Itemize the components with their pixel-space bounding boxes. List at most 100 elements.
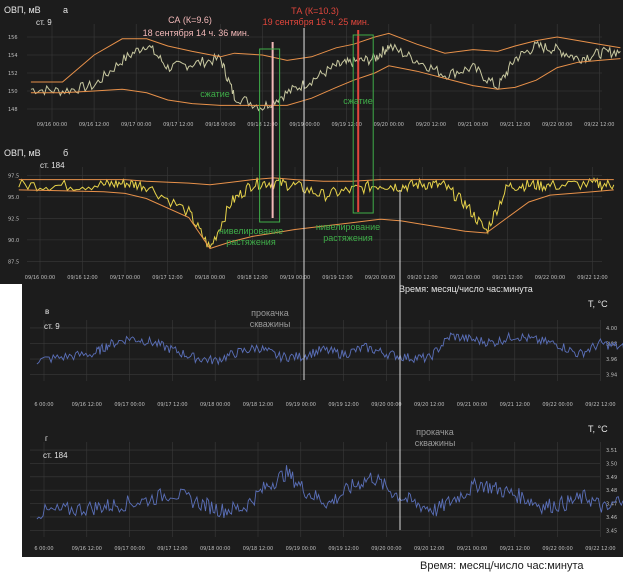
x-tick-label: 09/19 00:00 — [289, 122, 319, 128]
annotation-compression-2: сжатие — [343, 96, 373, 106]
panel-b-ylabel: ОВП, мВ — [4, 148, 41, 158]
x-tick-label: 09/17 00:00 — [114, 402, 144, 408]
panel-d-letter: г — [45, 434, 48, 443]
x-tick-label: 09/16 12:00 — [72, 546, 102, 552]
x-tick-label: 09/18 12:00 — [237, 275, 267, 281]
plots-layer: 156 154 152 150 148 09/16 00:00 09/16 12:00 09/… — [8, 24, 623, 552]
series-line — [30, 32, 621, 83]
y-tick-label: 156 — [8, 35, 18, 41]
x-tick-label: 09/21 00:00 — [457, 402, 487, 408]
x-tick-label: 09/17 00:00 — [110, 275, 140, 281]
x-tick-label: 09/19 12:00 — [328, 402, 358, 408]
panel-b-xlabel: Время: месяц/число час:минута — [399, 284, 533, 294]
series-line — [18, 177, 614, 186]
x-tick-label: 09/21 12:00 — [500, 122, 530, 128]
x-tick-label: 09/17 00:00 — [114, 546, 144, 552]
panel-a-ylabel: ОВП, мВ — [4, 5, 41, 15]
y-tick-label: 97.5 — [8, 173, 19, 179]
panel-d-background — [22, 427, 623, 557]
x-tick-label: 09/21 12:00 — [500, 546, 530, 552]
x-tick-label: 09/21 00:00 — [457, 546, 487, 552]
x-tick-label: 09/22 00:00 — [542, 546, 572, 552]
x-tick-label: 09/22 12:00 — [584, 122, 614, 128]
x-tick-label: 09/18 00:00 — [195, 275, 225, 281]
panel-c-ylabel: Т, °С — [588, 299, 608, 309]
x-tick-label: 09/18 00:00 — [200, 546, 230, 552]
y-tick-label: 3.51 — [606, 448, 617, 454]
y-tick-label: 87.5 — [8, 259, 19, 265]
x-tick-label: 09/17 12:00 — [163, 122, 193, 128]
annotation-pumping-2-line2: скважины — [415, 438, 456, 448]
x-tick-label: 09/20 12:00 — [416, 122, 446, 128]
x-tick-label: 09/20 12:00 — [407, 275, 437, 281]
annotation-pumping-1-line2: скважины — [250, 319, 291, 329]
panel-c-station: ст. 9 — [44, 322, 60, 331]
x-tick-label: 09/17 12:00 — [157, 402, 187, 408]
x-tick-label: 09/19 00:00 — [286, 402, 316, 408]
x-tick-label: 09/19 12:00 — [328, 546, 358, 552]
x-tick-label: 09/20 12:00 — [414, 402, 444, 408]
y-tick-label: 95.0 — [8, 195, 19, 201]
series-line — [36, 331, 623, 366]
y-tick-label: 3.48 — [606, 488, 617, 494]
x-tick-label: 6 00:00 — [34, 402, 53, 408]
series-line — [18, 176, 615, 250]
panel-c-background — [22, 284, 623, 427]
x-tick-label: 09/17 00:00 — [121, 122, 151, 128]
annotation-pumping-2-line1: прокачка — [416, 427, 454, 437]
series-line — [18, 189, 614, 250]
x-tick-label: 09/20 00:00 — [365, 275, 395, 281]
x-tick-label: 09/16 12:00 — [72, 402, 102, 408]
y-tick-label: 90.0 — [8, 238, 19, 244]
panel-d-xlabel: Время: месяц/число час:минута — [420, 560, 584, 572]
x-tick-label: 09/20 00:00 — [374, 122, 404, 128]
panel-c-letter: в — [45, 307, 49, 316]
y-tick-label: 154 — [8, 53, 18, 59]
x-tick-label: 09/21 12:00 — [500, 402, 530, 408]
compression-box-2 — [352, 34, 374, 214]
x-tick-label: 6 00:00 — [34, 546, 53, 552]
y-tick-label: 3.50 — [606, 461, 617, 467]
x-tick-label: 09/22 00:00 — [542, 402, 572, 408]
x-tick-label: 09/21 00:00 — [458, 122, 488, 128]
x-tick-label: 09/22 12:00 — [585, 546, 615, 552]
x-tick-label: 09/16 12:00 — [67, 275, 97, 281]
y-tick-label: 3.94 — [606, 373, 617, 379]
x-tick-label: 09/20 12:00 — [414, 546, 444, 552]
panel-b-station: ст. 184 — [40, 161, 65, 170]
x-tick-label: 09/17 12:00 — [157, 546, 187, 552]
panel-d-station: ст. 184 — [43, 451, 68, 460]
y-tick-label: 3.46 — [606, 515, 617, 521]
annotation-sa-date: 18 сентября 14 ч. 36 мин. — [143, 28, 250, 38]
x-tick-label: 09/22 00:00 — [542, 122, 572, 128]
y-tick-label: 3.49 — [606, 475, 617, 481]
panel-b-background — [0, 146, 623, 284]
y-tick-label: 3.45 — [606, 528, 617, 534]
x-tick-label: 09/22 00:00 — [535, 275, 565, 281]
x-tick-label: 09/18 00:00 — [205, 122, 235, 128]
x-tick-label: 09/16 00:00 — [25, 275, 55, 281]
x-tick-label: 09/16 00:00 — [37, 122, 67, 128]
panel-d-ylabel: Т, °С — [588, 424, 608, 434]
panel-b-letter: б — [63, 148, 68, 158]
series-line — [36, 465, 623, 520]
x-tick-label: 09/18 00:00 — [200, 402, 230, 408]
annotation-leveling-1-line2: растяжения — [226, 237, 276, 247]
y-tick-label: 4.00 — [606, 326, 617, 332]
x-tick-label: 09/19 00:00 — [280, 275, 310, 281]
annotation-ta-title: ТА (К=10.3) — [291, 6, 339, 16]
x-tick-label: 09/18 12:00 — [247, 122, 277, 128]
y-tick-label: 3.96 — [606, 357, 617, 363]
y-tick-label: 92.5 — [8, 216, 19, 222]
x-tick-label: 09/18 12:00 — [243, 546, 273, 552]
y-tick-label: 148 — [8, 107, 18, 113]
annotation-leveling-2-line2: растяжения — [323, 233, 373, 243]
x-tick-label: 09/19 12:00 — [322, 275, 352, 281]
x-tick-label: 09/21 12:00 — [492, 275, 522, 281]
annotation-pumping-1-line1: прокачка — [251, 308, 289, 318]
x-tick-label: 09/19 12:00 — [331, 122, 361, 128]
panel-a-station: ст. 9 — [36, 18, 52, 27]
y-tick-label: 152 — [8, 71, 18, 77]
x-tick-label: 09/21 00:00 — [450, 275, 480, 281]
